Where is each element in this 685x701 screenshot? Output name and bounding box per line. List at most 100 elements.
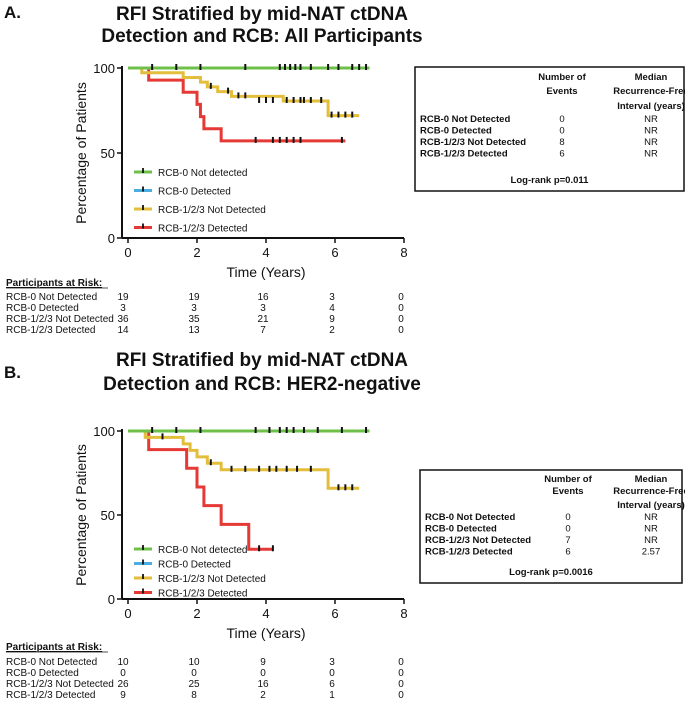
median-cell: NR — [644, 524, 658, 535]
legend-entry: RCB-1/2/3 Detected — [158, 224, 248, 235]
legend-entry: RCB-0 Not detected — [158, 168, 248, 179]
risk-cell: 35 — [188, 314, 200, 325]
panel-label: B. — [4, 363, 21, 382]
panel-a: A. RFI Stratified by mid-NAT ctDNADetecti… — [4, 3, 685, 336]
x-axis-label: Time (Years) — [226, 625, 305, 641]
panel-b: B. RFI Stratified by mid-NAT ctDNA Detecti… — [4, 350, 685, 701]
median-column-header: Interval (years) — [617, 500, 685, 511]
risk-cell: 0 — [398, 668, 404, 679]
median-cell: NR — [644, 535, 658, 546]
risk-cell: 1 — [329, 690, 335, 701]
x-tick-label: 4 — [262, 606, 269, 621]
x-tick-label: 6 — [331, 245, 338, 260]
x-tick-label: 8 — [400, 245, 407, 260]
risk-cell: 13 — [188, 325, 200, 336]
risk-row-label: RCB-0 Detected — [6, 668, 79, 679]
events-cell: 8 — [559, 137, 564, 148]
median-column-header: Median — [635, 474, 668, 485]
chart-title-line-2: Detection and RCB: All Participants — [101, 26, 422, 47]
y-tick-label: 100 — [93, 424, 115, 439]
risk-cell: 2 — [329, 325, 335, 336]
risk-cell: 7 — [260, 325, 266, 336]
legend-entry: RCB-1/2/3 Not Detected — [158, 205, 266, 216]
risk-cell: 0 — [398, 690, 404, 701]
x-axis-label: Time (Years) — [226, 264, 305, 280]
summary-row-label: RCB-0 Detected — [425, 524, 497, 535]
median-cell: 2.57 — [642, 547, 661, 558]
risk-row-label: RCB-1/2/3 Not Detected — [6, 314, 114, 325]
risk-cell: 3 — [329, 657, 335, 668]
events-cell: 7 — [565, 535, 570, 546]
y-tick-label: 100 — [93, 61, 115, 76]
events-column-header: Number of — [544, 474, 592, 485]
x-tick-label: 0 — [124, 606, 131, 621]
risk-cell: 0 — [191, 668, 197, 679]
risk-cell: 0 — [398, 303, 404, 314]
events-column-header: Number of — [538, 72, 586, 83]
risk-cell: 25 — [188, 679, 200, 690]
risk-cell: 16 — [257, 292, 269, 303]
risk-table-header: Participants at Risk: — [6, 642, 102, 653]
risk-cell: 26 — [117, 679, 129, 690]
legend-entry: RCB-0 Detected — [158, 560, 231, 571]
events-cell: 6 — [565, 547, 570, 558]
risk-row-label: RCB-1/2/3 Detected — [6, 325, 96, 336]
risk-cell: 9 — [329, 314, 335, 325]
x-tick-label: 8 — [400, 606, 407, 621]
risk-cell: 9 — [260, 657, 266, 668]
x-tick-label: 0 — [124, 245, 131, 260]
panel-label: A. — [4, 3, 21, 22]
risk-row-label: RCB-0 Not Detected — [6, 292, 97, 303]
x-tick-label: 2 — [193, 606, 200, 621]
risk-row-label: RCB-0 Detected — [6, 303, 79, 314]
risk-cell: 10 — [117, 657, 129, 668]
summary-row-label: RCB-0 Not Detected — [420, 114, 510, 125]
median-cell: NR — [644, 149, 658, 160]
summary-table-box — [414, 66, 685, 192]
events-cell: 0 — [565, 512, 570, 523]
risk-cell: 3 — [329, 292, 335, 303]
km-curve-rcb-1-2-3-not-detected — [128, 429, 360, 490]
x-tick-label: 6 — [331, 606, 338, 621]
risk-cell: 19 — [188, 292, 200, 303]
median-cell: NR — [644, 114, 658, 125]
events-column-header: Events — [552, 486, 583, 497]
y-tick-label: 50 — [101, 508, 115, 523]
events-cell: 0 — [565, 524, 570, 535]
risk-cell: 3 — [260, 303, 266, 314]
events-cell: 0 — [559, 114, 564, 125]
summary-row-label: RCB-0 Not Detected — [425, 512, 515, 523]
y-tick-label: 0 — [108, 231, 115, 246]
median-cell: NR — [644, 137, 658, 148]
risk-cell: 0 — [398, 657, 404, 668]
logrank-p-value: Log-rank p=0.0016 — [509, 567, 593, 578]
summary-row-label: RCB-1/2/3 Detected — [425, 547, 513, 558]
summary-row-label: RCB-1/2/3 Detected — [420, 149, 508, 160]
median-cell: NR — [644, 512, 658, 523]
risk-cell: 0 — [398, 292, 404, 303]
y-tick-label: 50 — [101, 146, 115, 161]
risk-cell: 0 — [398, 679, 404, 690]
risk-cell: 0 — [398, 325, 404, 336]
risk-cell: 0 — [260, 668, 266, 679]
median-column-header: Recurrence-Free — [613, 486, 685, 497]
risk-cell: 0 — [120, 668, 126, 679]
chart-title-line-2: Detection and RCB: HER2-negative — [103, 374, 421, 395]
risk-cell: 36 — [117, 314, 129, 325]
x-tick-label: 2 — [193, 245, 200, 260]
km-curve-rcb-1-2-3-not-detected — [128, 66, 360, 118]
legend-entry: RCB-1/2/3 Not Detected — [158, 574, 266, 585]
summary-row-label: RCB-0 Detected — [420, 126, 492, 137]
risk-cell: 21 — [257, 314, 269, 325]
risk-cell: 3 — [120, 303, 126, 314]
summary-row-label: RCB-1/2/3 Not Detected — [420, 137, 526, 148]
risk-row-label: RCB-1/2/3 Not Detected — [6, 679, 114, 690]
risk-cell: 0 — [398, 314, 404, 325]
median-column-header: Recurrence-Free — [613, 86, 685, 97]
risk-cell: 0 — [329, 668, 335, 679]
logrank-p-value: Log-rank p=0.011 — [511, 175, 590, 186]
risk-table-header: Participants at Risk: — [6, 278, 102, 289]
risk-row-label: RCB-1/2/3 Detected — [6, 690, 96, 701]
median-cell: NR — [644, 126, 658, 137]
